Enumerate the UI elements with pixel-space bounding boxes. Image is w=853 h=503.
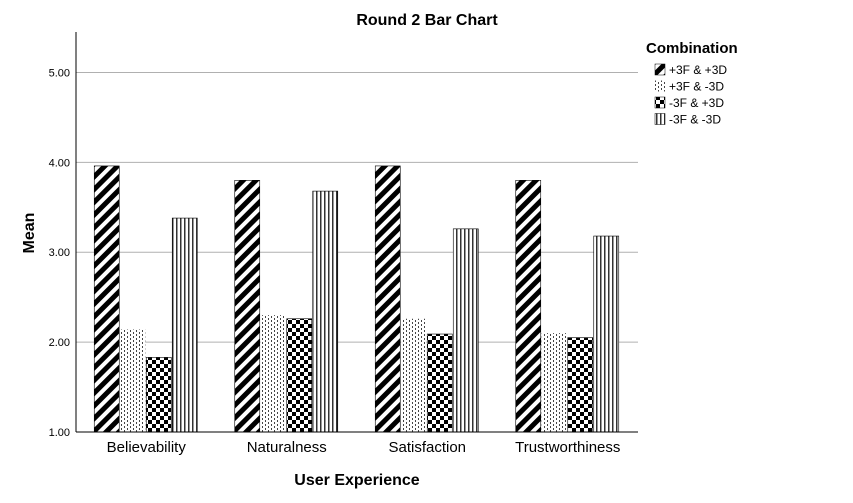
bar-believability-1 bbox=[120, 329, 146, 432]
y-tick-labels: 1.00 2.00 3.00 4.00 5.00 bbox=[49, 67, 70, 439]
bars bbox=[93, 165, 620, 433]
y-tick-label: 5.00 bbox=[49, 67, 70, 79]
bar-satisfaction-1 bbox=[401, 318, 427, 432]
y-axis-title: Mean bbox=[21, 213, 38, 254]
y-tick-label: 3.00 bbox=[49, 247, 70, 259]
legend-swatch bbox=[655, 80, 665, 92]
y-tick-label: 4.00 bbox=[49, 157, 70, 169]
legend: Combination +3F & +3D +3F & -3D -3F & +3D -… bbox=[646, 40, 738, 127]
legend-label: -3F & +3D bbox=[669, 96, 724, 110]
legend-items: +3F & +3D +3F & -3D -3F & +3D -3F & -3D bbox=[654, 63, 727, 127]
chart-title: Round 2 Bar Chart bbox=[356, 12, 498, 29]
x-tick-label: Naturalness bbox=[247, 439, 327, 456]
legend-title: Combination bbox=[646, 40, 738, 57]
legend-label: -3F & -3D bbox=[669, 113, 721, 127]
bar-trustworthiness-3 bbox=[593, 235, 620, 433]
bar-satisfaction-3 bbox=[452, 228, 479, 433]
bar-believability-0 bbox=[93, 165, 120, 433]
bar-naturalness-2 bbox=[286, 318, 313, 433]
legend-swatch bbox=[654, 63, 666, 76]
bar-naturalness-3 bbox=[312, 190, 339, 433]
x-tick-labels: Believability Naturalness Satisfaction Trus… bbox=[107, 439, 621, 456]
legend-swatch bbox=[654, 113, 666, 125]
bar-trustworthiness-2 bbox=[567, 337, 594, 433]
bar-naturalness-0 bbox=[234, 180, 261, 433]
bar-naturalness-1 bbox=[260, 315, 286, 432]
bar-believability-3 bbox=[171, 217, 198, 433]
x-tick-label: Trustworthiness bbox=[515, 439, 620, 456]
bar-trustworthiness-0 bbox=[515, 180, 542, 433]
x-axis-title: User Experience bbox=[294, 472, 420, 489]
x-tick-label: Believability bbox=[107, 439, 187, 456]
bar-satisfaction-0 bbox=[374, 165, 401, 433]
bar-trustworthiness-1 bbox=[541, 333, 567, 432]
axes bbox=[75, 32, 638, 433]
bar-satisfaction-2 bbox=[426, 333, 453, 433]
gridlines bbox=[76, 71, 638, 343]
legend-label: +3F & +3D bbox=[669, 63, 727, 77]
x-tick-label: Satisfaction bbox=[388, 439, 466, 456]
legend-swatch bbox=[654, 96, 666, 109]
bar-believability-2 bbox=[145, 357, 172, 433]
y-tick-label: 2.00 bbox=[49, 337, 70, 349]
y-tick-label: 1.00 bbox=[49, 427, 70, 439]
legend-label: +3F & -3D bbox=[669, 80, 724, 94]
